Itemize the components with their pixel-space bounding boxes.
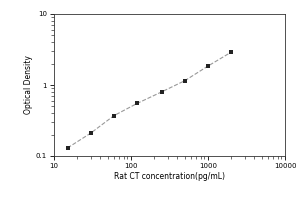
Y-axis label: Optical Density: Optical Density xyxy=(24,56,33,114)
X-axis label: Rat CT concentration(pg/mL): Rat CT concentration(pg/mL) xyxy=(114,172,225,181)
